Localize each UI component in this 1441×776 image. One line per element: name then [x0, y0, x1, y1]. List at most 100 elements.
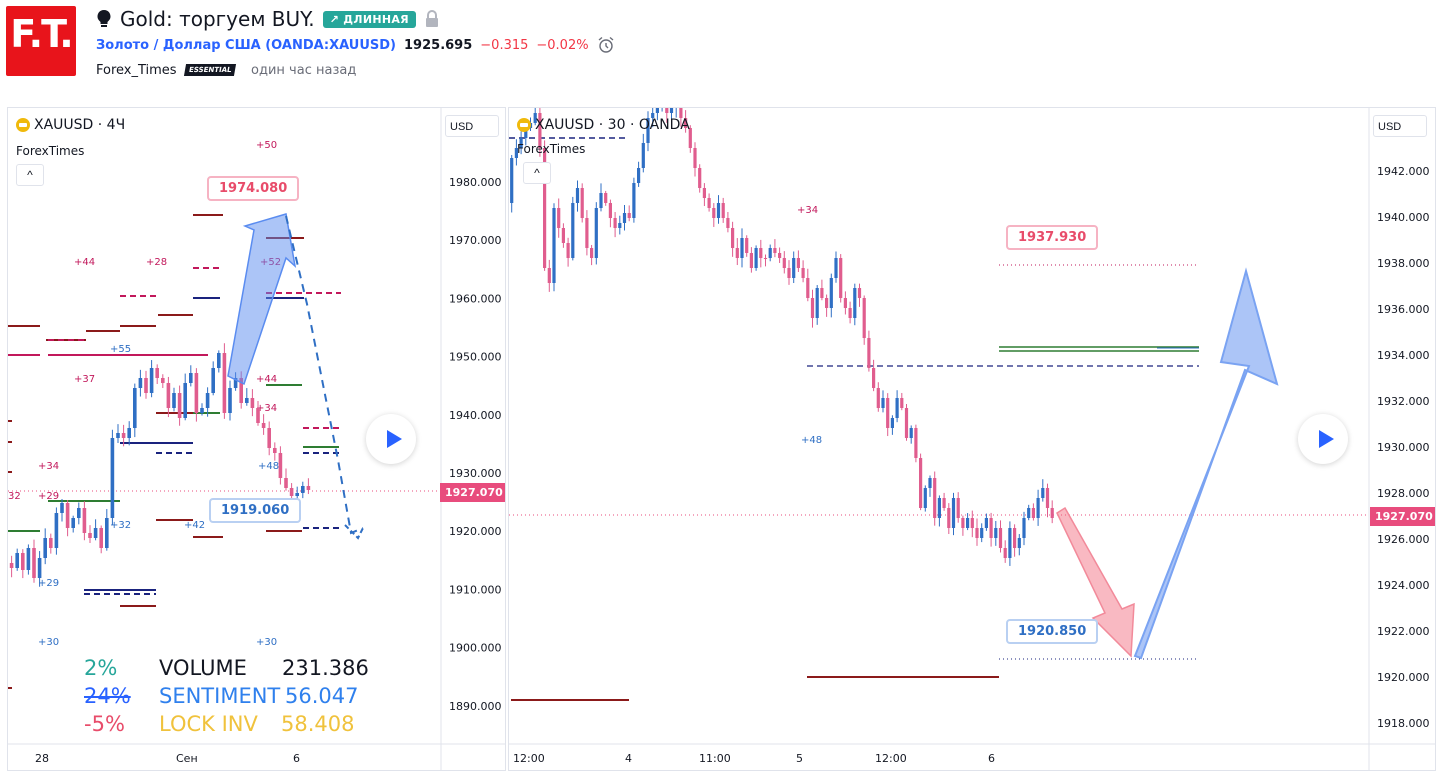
currency-selector[interactable]: USD: [445, 115, 499, 137]
candle-30m-body: [533, 113, 537, 123]
level-label-l44b: +44: [256, 374, 277, 385]
candle-4h-body: [26, 548, 31, 570]
short-arrow-shape: [1056, 506, 1135, 658]
collapse-chevron-up-icon[interactable]: ^: [523, 162, 551, 184]
y-tick-label: 1980.000: [449, 176, 502, 189]
logo-text: F.T.: [10, 12, 73, 56]
x-tick-label: 28: [35, 752, 49, 765]
candle-4h-body: [233, 378, 238, 388]
candle-30m-body: [566, 243, 570, 258]
candle-4h-body: [21, 553, 25, 570]
forex-times-logo[interactable]: F.T.: [6, 6, 76, 76]
level-label-l29b: +29: [38, 578, 59, 589]
candle-30m-body: [721, 203, 725, 218]
level-label-l55: +55: [110, 344, 131, 355]
alarm-clock-icon[interactable]: [597, 36, 615, 54]
candle-30m-body: [599, 193, 603, 208]
current-price-tag: 1927.070: [1370, 507, 1435, 526]
currency-selector[interactable]: USD: [1373, 115, 1427, 137]
candle-30m-body: [731, 228, 735, 248]
level-label-l44a: +44: [74, 257, 95, 268]
candle-30m-body: [886, 398, 890, 428]
candle-30m-body: [679, 108, 683, 118]
candle-30m-body: [975, 528, 979, 538]
chart-panel-30m[interactable]: 1942.000 1940.000 1938.000 1936.000 1934.000…: [508, 107, 1436, 771]
symbol-code[interactable]: (OANDA:XAUUSD): [265, 37, 397, 53]
candle-30m-body: [561, 228, 565, 243]
chart-panel-4h[interactable]: 1980.000 1970.000 1960.000 1950.000 1940.000…: [7, 107, 506, 771]
candle-30m-body: [1045, 488, 1050, 508]
play-button[interactable]: [1298, 414, 1348, 464]
candle-30m-body: [641, 143, 645, 168]
x-tick-label: 5: [796, 752, 803, 765]
y-tick-label: 1936.000: [1377, 303, 1430, 316]
candle-4h-body: [77, 508, 81, 518]
level-label-l42: +42: [184, 520, 205, 531]
stat-pct-1: 2%: [84, 656, 118, 680]
collapse-chevron-up-icon[interactable]: ^: [16, 164, 44, 186]
candle-4h-body: [301, 486, 305, 493]
lockinv-value: 58.408: [281, 712, 355, 736]
y-tick-label: 1938.000: [1377, 257, 1430, 270]
candle-30m-body: [796, 258, 800, 268]
candle-30m-body: [740, 238, 744, 258]
level-label-l37: +37: [74, 374, 95, 385]
symbol-name-link[interactable]: Золото / Доллар США (OANDA:XAUUSD): [96, 38, 396, 53]
y-tick-label: 1930.000: [449, 467, 502, 480]
candle-4h-body: [267, 428, 271, 448]
candle-4h-body: [284, 478, 288, 488]
level-label-l32a: 32: [8, 491, 21, 502]
candle-30m-body: [904, 408, 909, 438]
candle-30m-body: [787, 268, 791, 278]
symbol-name[interactable]: Золото / Доллар США: [96, 37, 261, 53]
x-tick-label: Сен: [176, 752, 198, 765]
candle-30m-body: [876, 388, 880, 408]
volume-label: VOLUME: [159, 656, 247, 680]
candle-30m-body: [557, 208, 561, 228]
candle-4h-body: [65, 503, 70, 528]
candle-30m-body: [745, 238, 749, 253]
candle-30m-body: [801, 268, 805, 278]
candle-4h-body: [189, 373, 193, 383]
candle-30m-body: [1027, 508, 1031, 518]
candle-30m-body: [510, 158, 514, 203]
level-label-l34: +34: [797, 205, 818, 216]
candle-30m-body: [970, 518, 974, 528]
y-tick-label: 1940.000: [1377, 211, 1430, 224]
candle-4h-body: [43, 538, 47, 558]
candle-4h-body: [155, 368, 159, 378]
candle-4h-body: [245, 398, 249, 403]
last-price: 1925.695: [404, 37, 473, 53]
candle-4h-body: [9, 563, 14, 568]
author-name[interactable]: Forex_Times: [96, 62, 177, 78]
candle-4h-body: [144, 378, 148, 393]
y-tick-label: 1922.000: [1377, 625, 1430, 638]
candle-30m-body: [909, 428, 913, 438]
candle-4h-body: [172, 393, 176, 408]
chart-author-label: ForexTimes: [517, 142, 586, 156]
candle-30m-body: [994, 528, 998, 538]
candle-30m-body: [872, 368, 876, 388]
candle-30m-body: [806, 278, 810, 298]
candle-4h-body: [211, 368, 215, 393]
y-tick-label: 1934.000: [1377, 349, 1430, 362]
candle-4h-body: [93, 528, 98, 538]
candle-4h-body: [127, 428, 131, 438]
candle-4h-body: [217, 353, 221, 368]
x-tick-label: 11:00: [699, 752, 731, 765]
chart-canvas-4h[interactable]: 1980.000 1970.000 1960.000 1950.000 1940.000…: [8, 108, 505, 770]
candle-30m-body: [848, 308, 852, 318]
candle-30m-body: [937, 498, 941, 518]
candle-30m-body: [590, 248, 594, 258]
candle-4h-body: [88, 533, 92, 538]
candle-30m-body: [895, 398, 899, 418]
play-button[interactable]: [366, 414, 416, 464]
candle-30m-body: [923, 488, 927, 508]
gold-coin-icon: [517, 118, 531, 132]
y-tick-label: 1970.000: [449, 234, 502, 247]
candle-30m-body: [665, 108, 669, 113]
candle-4h-body: [60, 503, 64, 513]
chart-canvas-30m[interactable]: 1942.000 1940.000 1938.000 1936.000 1934.000…: [509, 108, 1435, 770]
level-label-l30a: +30: [38, 637, 59, 648]
candle-30m-body: [514, 148, 518, 158]
